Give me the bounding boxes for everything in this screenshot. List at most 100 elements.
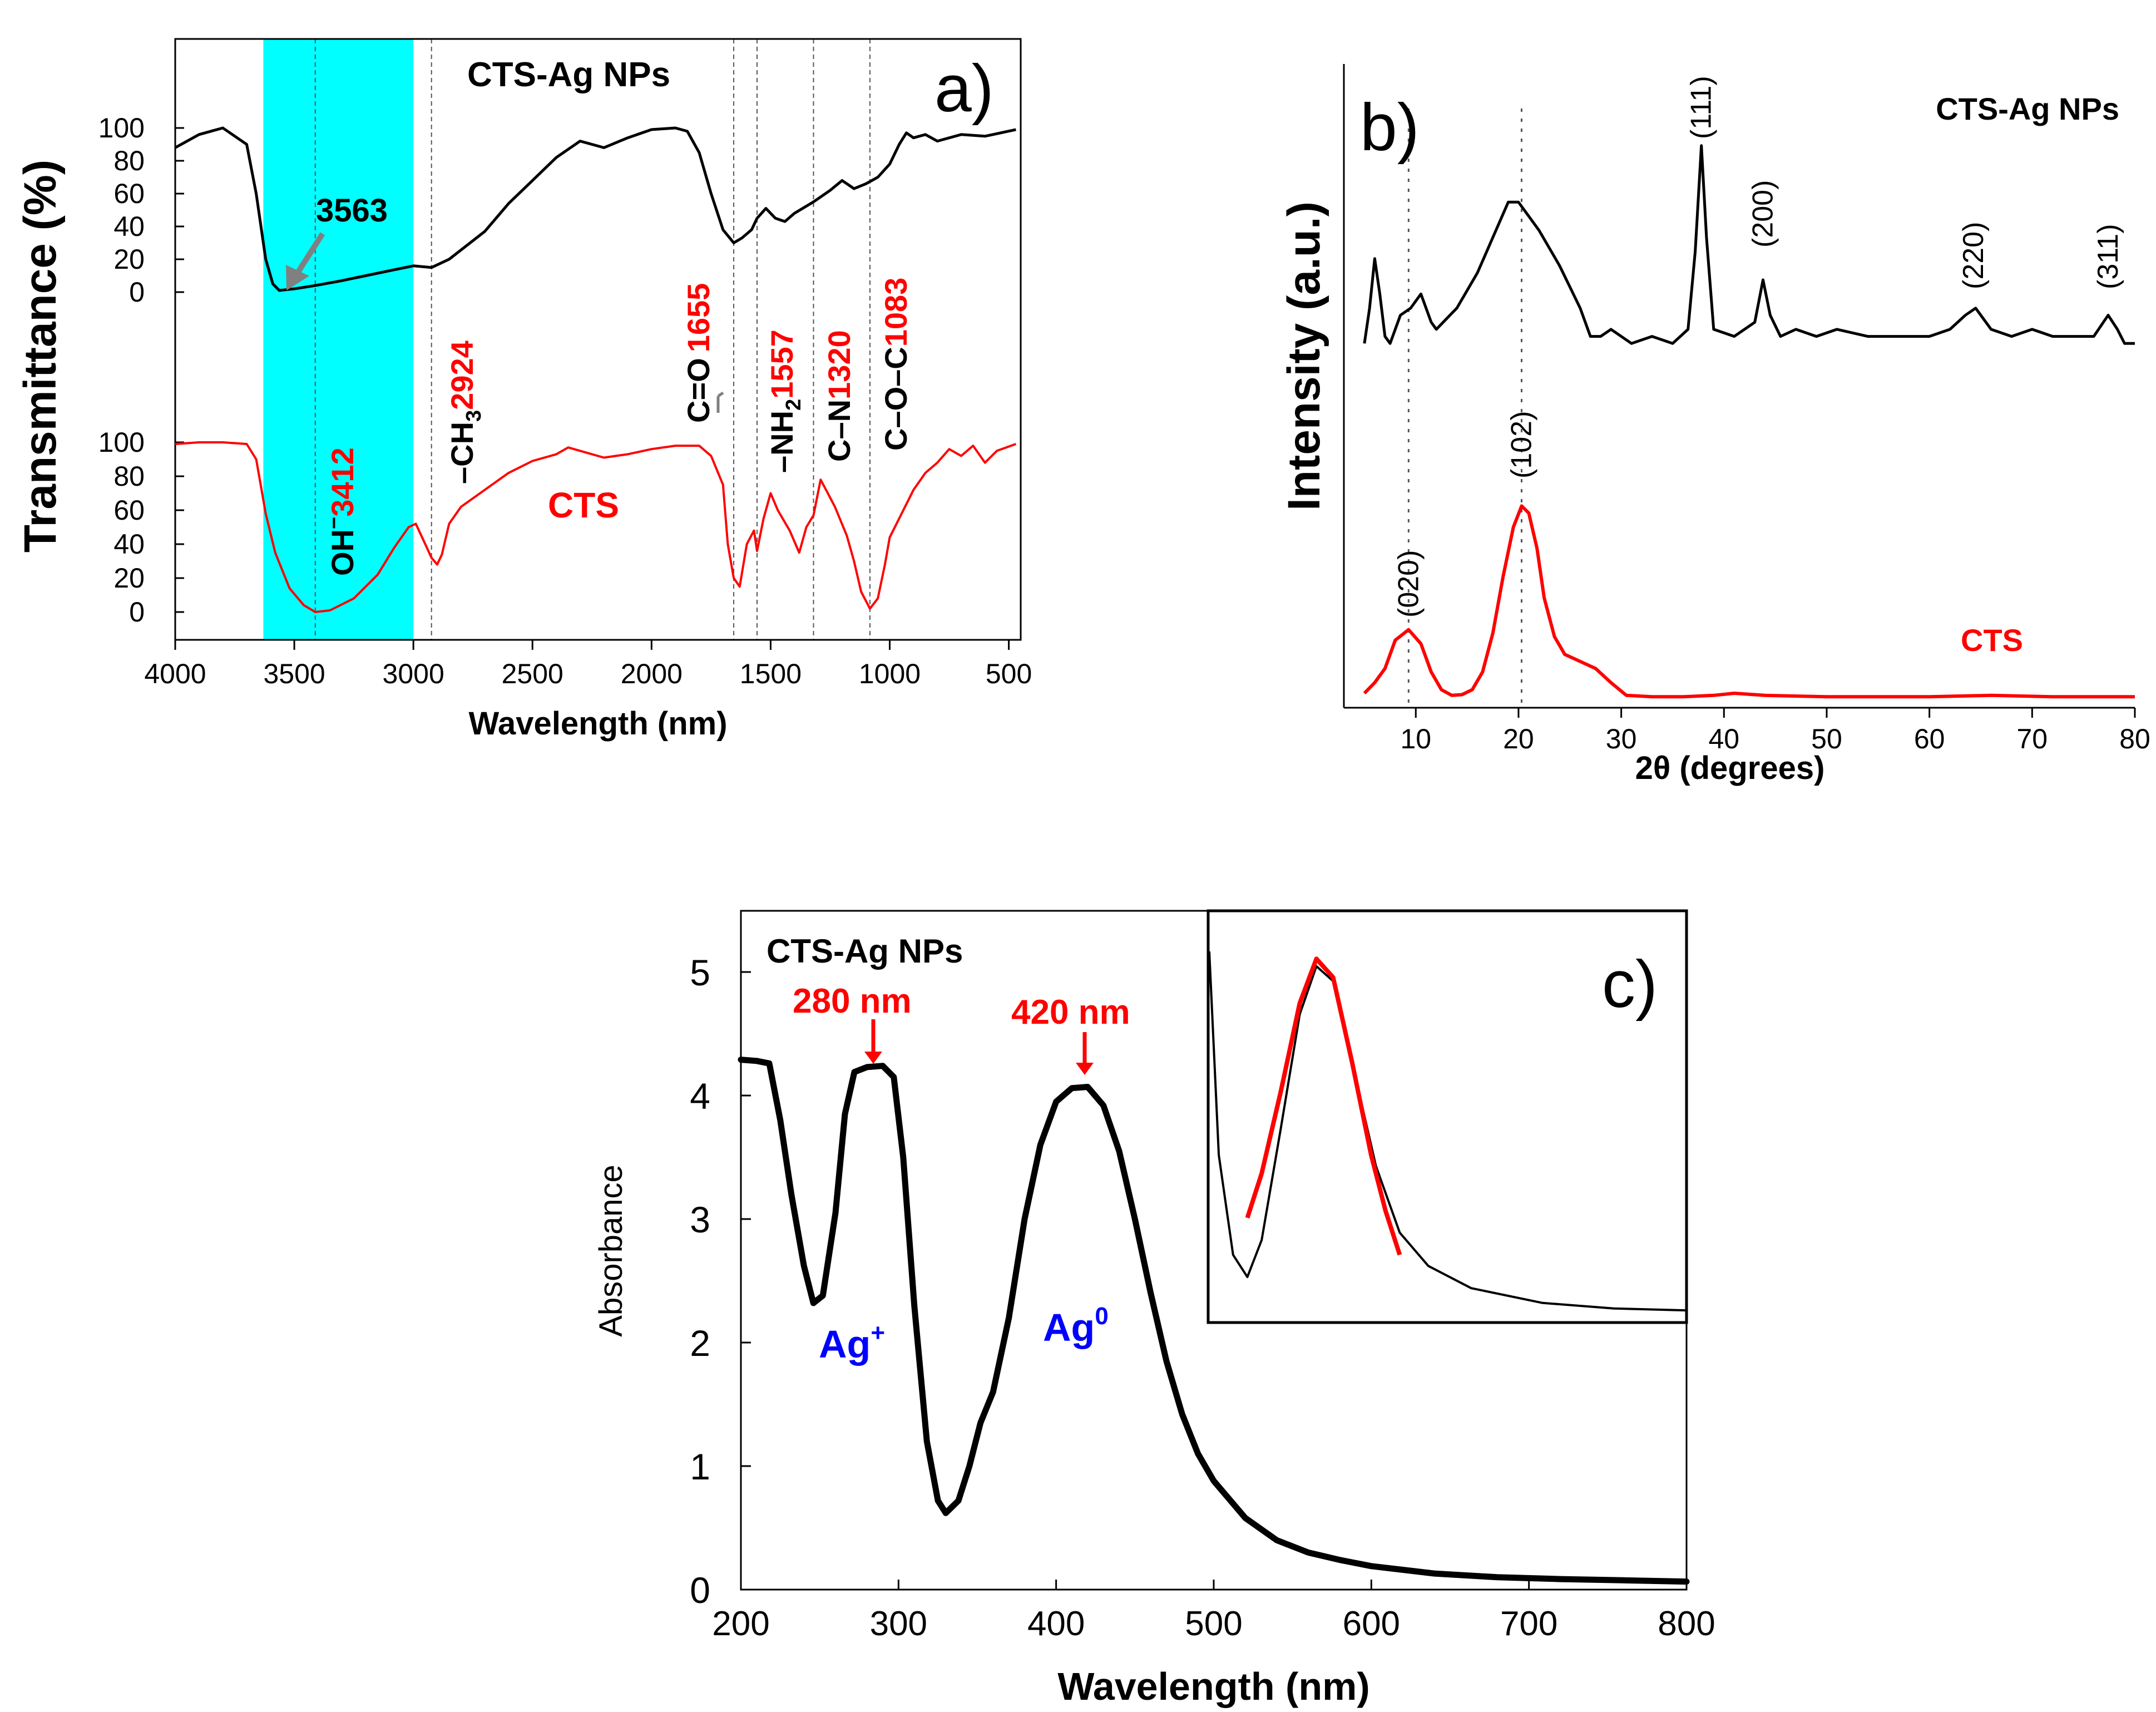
ctsag-ftir-line	[174, 126, 1016, 292]
nh2-name: NH	[764, 411, 799, 456]
ch3-dash: –	[444, 467, 479, 484]
x-tick-label-3500: 3500	[263, 658, 325, 689]
xrd-x-tick-label-20: 20	[1503, 723, 1534, 754]
inset-fit-line	[1245, 956, 1402, 1256]
panel-b-ylabel: Intensity (a.u.)	[1279, 201, 1329, 511]
x-tick-label-500: 500	[986, 658, 1032, 689]
peak-3563-arrow	[286, 232, 325, 290]
nh2-value: 1557	[764, 329, 799, 399]
coc-band-label: C–O–C1083	[878, 278, 913, 451]
ag-plus-label: Ag+	[819, 1319, 885, 1366]
panel-b-xrd: 10 20 30 40 50 60 70 80 (111) (200) (220) (311) (02…	[1279, 64, 2150, 786]
panel-a-band-lines	[314, 39, 871, 640]
panel-a-ftir: 4000 3500 3000 2500 2000 1500 1000 500 02040608…	[15, 38, 1032, 742]
x-tick-label-4000: 4000	[144, 658, 206, 689]
peak-280-arrow	[864, 1019, 882, 1064]
y-tick-label-upper-0: 0	[129, 277, 145, 308]
panel-a-highlight	[263, 39, 414, 640]
ag-zero-sup: 0	[1095, 1302, 1108, 1330]
xrd-x-tick-label-70: 70	[2017, 723, 2048, 754]
y-tick-label-lower-60: 60	[113, 495, 145, 526]
y-tick-label-upper-80: 80	[113, 145, 145, 176]
nh2-sub: 2	[782, 399, 805, 411]
y-tick-label-upper-40: 40	[113, 211, 145, 242]
panel-a-series	[174, 126, 1017, 613]
uv-y-tick-label-0: 0	[690, 1570, 710, 1611]
peak-label-111: (111)	[1685, 76, 1718, 139]
y-tick-label-lower-80: 80	[113, 461, 145, 492]
uv-y-tick-label-2: 2	[690, 1323, 710, 1364]
uv-x-tick-label-300: 300	[870, 1605, 927, 1643]
uv-y-tick-label-1: 1	[690, 1446, 710, 1487]
uv-x-tick-label-400: 400	[1027, 1605, 1085, 1643]
peak-3563-label: 3563	[316, 193, 388, 229]
x-tick-label-2500: 2500	[502, 658, 563, 689]
y-tick-label-upper-100: 100	[98, 112, 145, 144]
x-tick-label-1000: 1000	[859, 658, 921, 689]
uv-y-tick-label-5: 5	[690, 952, 710, 993]
cts-curve-label: CTS	[548, 485, 619, 525]
oh-name: OH	[325, 529, 360, 576]
uv-x-tick-label-200: 200	[712, 1605, 769, 1643]
peak-280-label: 280 nm	[793, 982, 912, 1020]
panel-a-label: a)	[934, 51, 994, 126]
panel-a-frame	[174, 38, 1022, 641]
uv-y-tick-label-3: 3	[690, 1199, 710, 1240]
y-tick-label-upper-60: 60	[113, 178, 145, 209]
ch3-name: CH	[444, 422, 479, 467]
co-marker-icon	[716, 391, 724, 413]
ag-plus-sup: +	[871, 1319, 885, 1346]
ag-zero-name: Ag	[1043, 1306, 1095, 1349]
uv-x-tick-label-700: 700	[1500, 1605, 1557, 1643]
panel-c-ylabel: Absorbance	[593, 1165, 629, 1337]
xrd-x-tick-label-40: 40	[1708, 723, 1739, 754]
x-tick-label-2000: 2000	[621, 658, 683, 689]
panel-a-x-axis: 4000 3500 3000 2500 2000 1500 1000 500	[144, 640, 1032, 689]
cn-band-label: C–N1320	[822, 330, 857, 462]
panel-a-ylabel: Transmittance (%)	[15, 160, 66, 552]
ch3-value: 2924	[444, 341, 479, 410]
ag-zero-label: Ag0	[1043, 1302, 1109, 1349]
cts-ftir-line	[175, 441, 1017, 613]
panel-b-xlabel: 2θ (degrees)	[1635, 750, 1825, 786]
xrd-x-tick-label-10: 10	[1400, 723, 1431, 754]
panel-b-label: b)	[1360, 90, 1420, 165]
panel-a-xlabel: Wavelength (nm)	[468, 705, 727, 742]
cts-xrd-line	[1363, 504, 2135, 699]
xrd-x-tick-label-60: 60	[1914, 723, 1945, 754]
peak-420-arrow	[1076, 1032, 1094, 1075]
panel-a-title: CTS-Ag NPs	[467, 56, 670, 94]
nh2-dash: –	[764, 456, 799, 473]
xrd-x-tick-label-80: 80	[2119, 723, 2150, 754]
co-name: C=O	[681, 358, 716, 423]
x-tick-label-3000: 3000	[383, 658, 444, 689]
xrd-x-tick-label-30: 30	[1606, 723, 1637, 754]
inset-series	[1208, 951, 1686, 1312]
oh-value: 3412	[325, 447, 360, 517]
panel-b-reference-lines	[1407, 108, 1522, 708]
co-value: 1655	[681, 283, 716, 353]
y-tick-label-lower-40: 40	[113, 529, 145, 560]
ag-plus-name: Ag	[819, 1323, 871, 1366]
oh-band-label: OH−3412	[323, 447, 360, 576]
panel-c-title: CTS-Ag NPs	[767, 933, 963, 970]
panel-c-xlabel: Wavelength (nm)	[1057, 1665, 1369, 1708]
coc-value: 1083	[878, 278, 913, 347]
peak-label-020: (020)	[1392, 550, 1425, 618]
co-band-label: C=O 1655	[681, 283, 716, 423]
ch3-band-label: –CH32924	[444, 341, 486, 484]
cn-value: 1320	[822, 330, 857, 399]
peak-label-220: (220)	[1957, 222, 1990, 289]
x-tick-label-1500: 1500	[740, 658, 802, 689]
panel-c-label: c)	[1602, 947, 1658, 1022]
panel-b-title: CTS-Ag NPs	[1936, 91, 2119, 126]
inset-frame	[1206, 909, 1688, 1324]
peak-label-311: (311)	[2092, 224, 2124, 289]
xrd-x-tick-label-50: 50	[1811, 723, 1842, 754]
panel-b-x-axis: 10 20 30 40 50 60 70 80	[1400, 708, 2150, 754]
y-tick-label-upper-20: 20	[113, 244, 145, 275]
peak-420-label: 420 nm	[1011, 993, 1130, 1032]
